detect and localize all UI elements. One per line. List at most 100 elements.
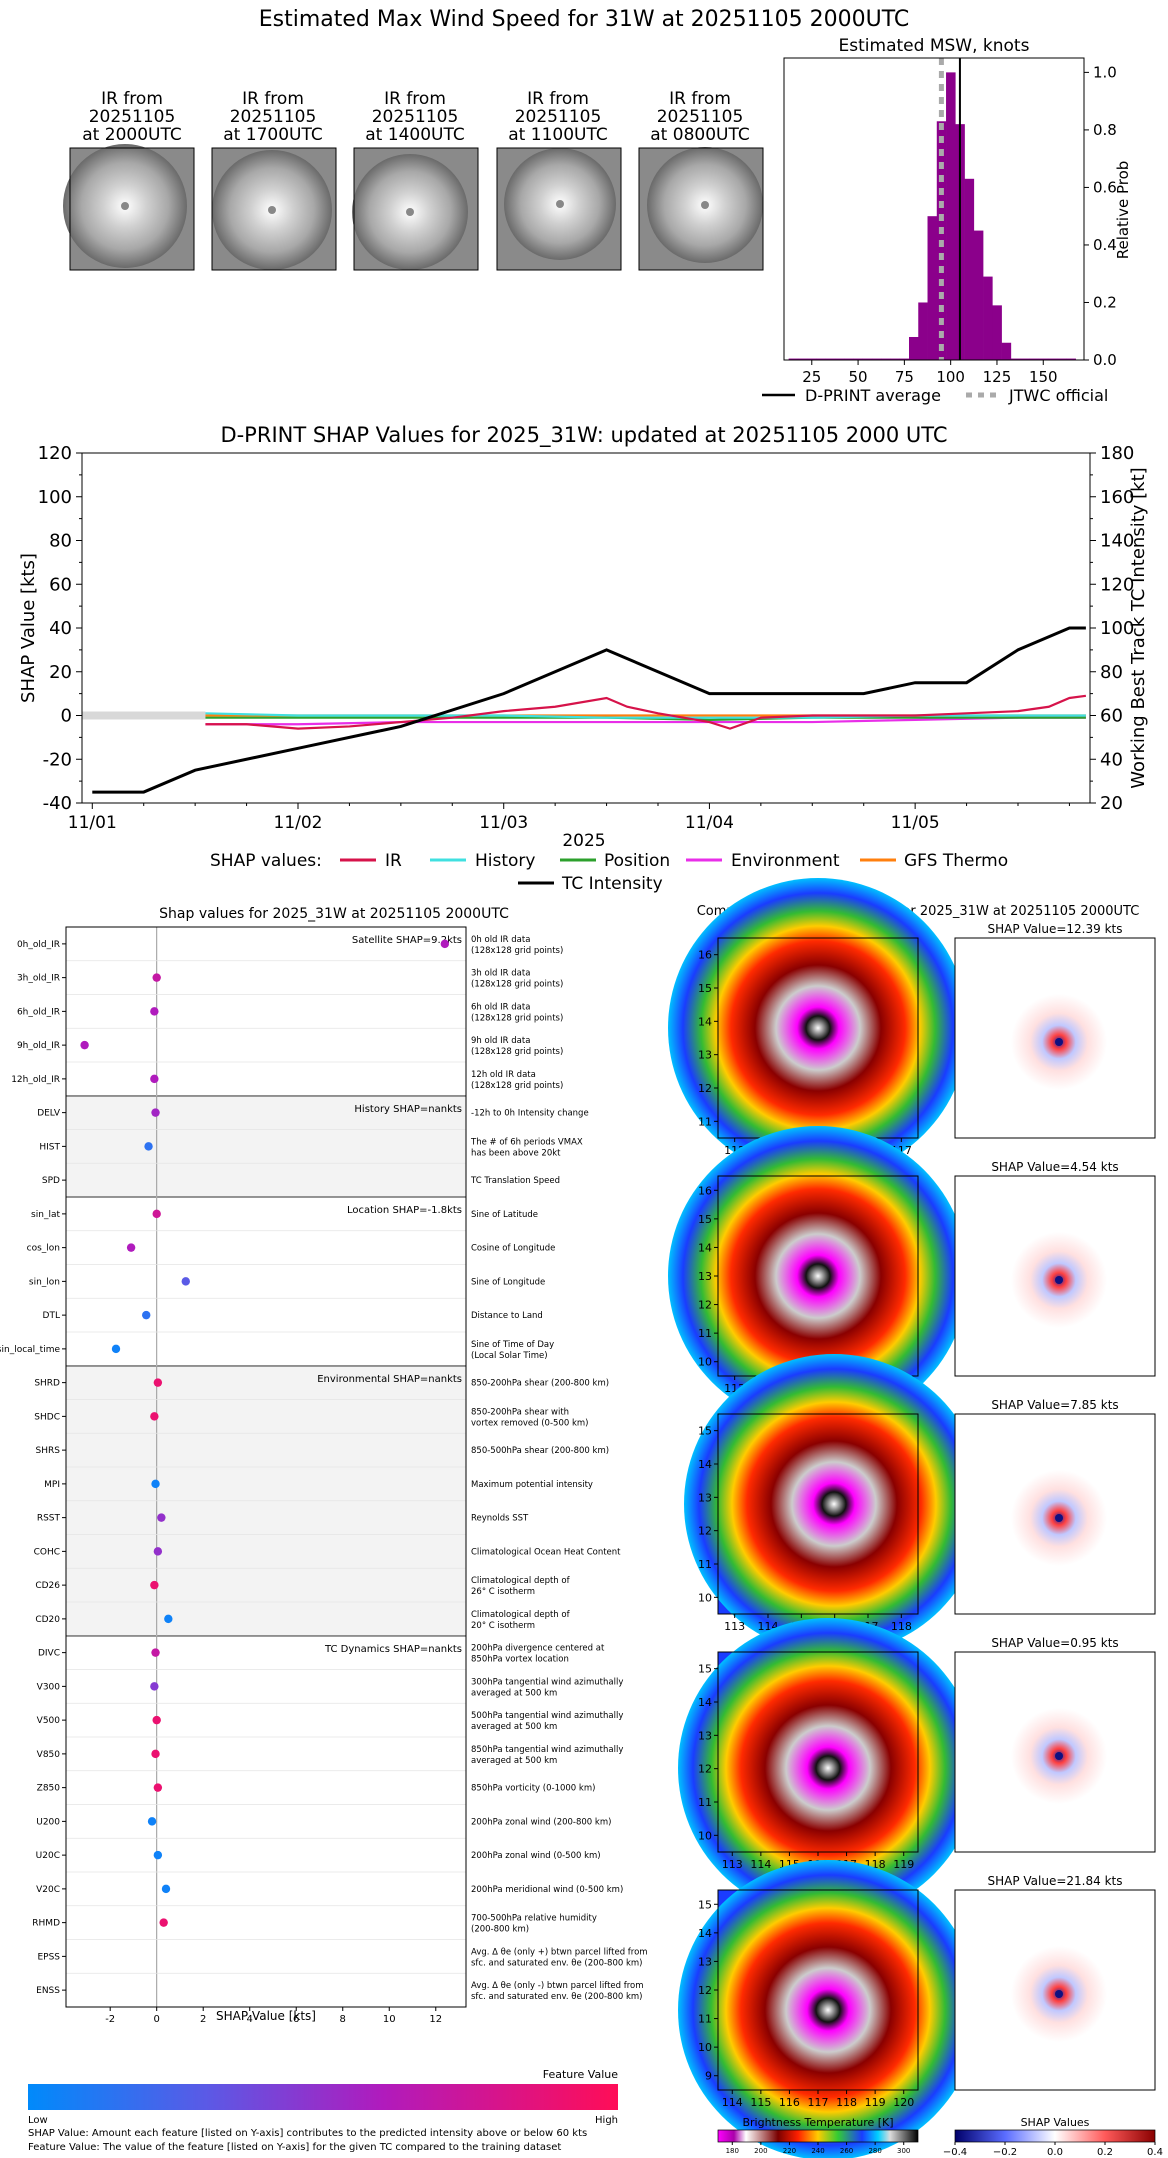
- ir-ytick-label: 10: [698, 1591, 712, 1604]
- feature-label: HIST: [39, 1142, 60, 1152]
- beeswarm-xtick-label: 10: [383, 2014, 396, 2025]
- feature-label: DTL: [43, 1311, 60, 1321]
- feature-point: [126, 1243, 136, 1252]
- feature-point: [80, 1040, 89, 1050]
- histogram-xtick-label: 50: [849, 368, 868, 386]
- feature-description: The # of 6h periods VMAX: [470, 1137, 583, 1147]
- histogram-ytick-label: 0.8: [1093, 121, 1117, 139]
- ir-ytick-label: 12: [698, 1299, 712, 1312]
- ir-xtick-label: 119: [893, 1858, 914, 1871]
- feature-description: 850-500hPa shear (200-800 km): [471, 1446, 609, 1456]
- feature-label: SPD: [42, 1176, 60, 1186]
- bt-tick-label: 200: [754, 2147, 767, 2155]
- feature-description: averaged at 500 km: [471, 1688, 557, 1698]
- timeseries-y2tick-label: 60: [1100, 706, 1123, 727]
- shap-panel-title: SHAP Value=7.85 kts: [991, 1398, 1118, 1412]
- ir-xtick-label: 113: [724, 1620, 745, 1633]
- feature-point: [150, 1580, 159, 1590]
- feature-description: 6h old IR data: [471, 1002, 530, 1012]
- feature-colorbar-high: High: [595, 2115, 618, 2126]
- feature-description: (Local Solar Time): [471, 1351, 548, 1361]
- ir-ytick-label: 16: [698, 949, 712, 962]
- ir-ytick-label: 11: [698, 1327, 712, 1340]
- feature-description: (128x128 grid points): [471, 980, 563, 990]
- feature-label: sin_local_time: [0, 1345, 60, 1355]
- ir-xtick-label: 115: [750, 2096, 771, 2109]
- feature-colorbar-title: Feature Value: [543, 2068, 619, 2081]
- legend-prefix: SHAP values:: [210, 851, 322, 871]
- ir-ytick-label: 12: [698, 1984, 712, 1997]
- shap-map-frame: [954, 1413, 1156, 1615]
- histogram-bar: [853, 358, 864, 361]
- feature-point: [147, 1817, 157, 1826]
- feature-label: SHRS: [36, 1446, 61, 1456]
- feature-point: [181, 1277, 190, 1286]
- histogram-bar: [1029, 358, 1039, 361]
- ir-panel-3: 9h old IR DataSHAP Value=0.95 kts1131141…: [678, 1618, 1156, 1918]
- timeseries-y2tick-label: 160: [1100, 487, 1134, 508]
- histogram-bar: [1057, 358, 1067, 361]
- ir-thumb-0: IR from 20251105 at 2000UTC: [63, 89, 195, 271]
- feature-label: CD26: [35, 1581, 60, 1591]
- ir-ytick-label: 13: [698, 1729, 712, 1742]
- beeswarm-xtick-label: 0: [154, 2014, 160, 2025]
- feature-description: 200hPa zonal wind (200-800 km): [471, 1817, 611, 1827]
- feature-description: Avg. Δ θe (only -) btwn parcel lifted fr…: [471, 1981, 644, 1991]
- ir-panel-2: 6h old IR DataSHAP Value=7.85 kts1131141…: [684, 1354, 1156, 1654]
- feature-point: [151, 1749, 160, 1759]
- shap-panel-title: SHAP Value=4.54 kts: [991, 1160, 1118, 1174]
- ir-ytick-label: 11: [698, 1796, 712, 1809]
- ir-xtick-label: 114: [722, 2096, 743, 2109]
- feature-description: Climatological depth of: [471, 1610, 571, 1620]
- shap-map-frame: [954, 937, 1156, 1139]
- shap-tick-label: −0.4: [943, 2147, 967, 2158]
- shap-tick-label: 0.0: [1047, 2147, 1063, 2158]
- feature-point: [151, 1108, 160, 1117]
- legend-tc-intensity: TC Intensity: [561, 874, 663, 894]
- thumb-line3: at 1100UTC: [508, 125, 607, 145]
- thumb-line2: 20251105: [515, 107, 602, 127]
- ir-xtick-label: 113: [722, 1858, 743, 1871]
- series-line-ir: [205, 694, 1087, 730]
- histogram-bar: [1038, 358, 1049, 361]
- timeseries-legend: SHAP values: IR History Position Environ…: [210, 851, 1008, 894]
- ir-ytick-label: 13: [698, 1049, 712, 1062]
- ir-thumb-1: IR from 20251105 at 1700UTC: [211, 89, 337, 271]
- histogram-bar: [899, 358, 910, 361]
- shap-tick-label: 0.4: [1147, 2147, 1163, 2158]
- beeswarm-xtick-label: 12: [429, 2014, 442, 2025]
- feature-description: TC Translation Speed: [470, 1176, 560, 1186]
- feature-point: [153, 1783, 163, 1792]
- feature-label: COHC: [34, 1547, 60, 1557]
- timeseries-title: D-PRINT SHAP Values for 2025_31W: update…: [220, 423, 947, 448]
- ir-image-storm: [684, 1354, 984, 1654]
- feature-description: 850hPa tangential wind azimuthally: [471, 1745, 623, 1755]
- bt-tick-label: 300: [897, 2147, 910, 2155]
- histogram-ytick-label: 0.6: [1093, 178, 1117, 196]
- feature-label: 6h_old_IR: [17, 1007, 60, 1017]
- thumb-line1: IR from: [527, 89, 589, 109]
- shap-map-core: [1055, 1990, 1063, 1998]
- bt-colorbar: Brightness Temperature [K] 180 200 220 240 2…: [717, 2116, 919, 2155]
- feature-description: (128x128 grid points): [471, 1013, 563, 1023]
- timeseries-ytick-label: 40: [49, 618, 72, 639]
- ir-panel-1: 3h old IR DataSHAP Value=4.54 kts1121131…: [668, 1126, 1156, 1426]
- timeseries-y2tick-label: 20: [1100, 793, 1123, 814]
- timeseries-ytick-label: -20: [43, 749, 72, 770]
- ir-ytick-label: 14: [698, 1015, 712, 1028]
- feature-label: 3h_old_IR: [17, 974, 60, 984]
- feature-label: SHDC: [34, 1412, 60, 1422]
- thumb-line1: IR from: [669, 89, 731, 109]
- feature-label: U20C: [36, 1851, 60, 1861]
- shap-tick-label: 0.2: [1097, 2147, 1113, 2158]
- histogram-bar: [1066, 358, 1076, 361]
- timeseries-ytick-label: 0: [61, 706, 72, 727]
- feature-description: 850-200hPa shear with: [471, 1407, 569, 1417]
- shap-map-core: [1055, 1276, 1063, 1284]
- thumb-line2: 20251105: [657, 107, 744, 127]
- timeseries-xtick-label: 11/02: [274, 813, 323, 833]
- thumb-line3: at 1400UTC: [365, 125, 464, 145]
- timeseries-y2tick-label: 140: [1100, 531, 1134, 552]
- ir-ytick-label: 12: [698, 1082, 712, 1095]
- timeseries-xtick-label: 11/01: [68, 813, 117, 833]
